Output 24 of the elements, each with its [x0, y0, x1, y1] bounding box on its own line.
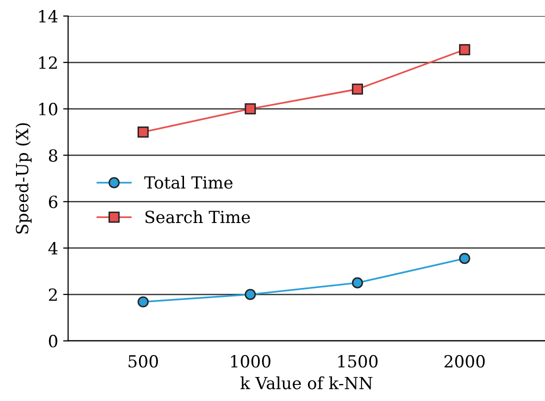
legend-label: Search Time — [146, 210, 250, 224]
y-tick-label: 0 — [48, 334, 58, 348]
point — [138, 296, 149, 308]
legend-label: Total Time — [144, 176, 233, 189]
point — [352, 277, 364, 288]
y-tick-label: 12 — [39, 56, 57, 69]
x-tick-label: 1000 — [231, 355, 270, 368]
point — [352, 84, 364, 95]
x-tick-label: 1500 — [338, 355, 378, 368]
point — [244, 103, 256, 114]
point — [244, 288, 256, 300]
point — [138, 126, 149, 138]
x-tick-label: 2000 — [444, 355, 485, 368]
y-tick-label: 14 — [39, 10, 58, 22]
y-axis-title: Speed-Up (X) — [16, 123, 32, 234]
y-tick-label: 8 — [48, 149, 58, 162]
point — [459, 44, 470, 56]
y-tick-label: 10 — [39, 102, 58, 116]
y-tick-label: 4 — [48, 242, 58, 254]
point — [459, 252, 470, 264]
y-tick-label: 2 — [48, 288, 57, 301]
x-axis-title: k Value of k-NN — [240, 376, 372, 390]
y-tick-label: 6 — [48, 196, 58, 208]
x-tick-label: 500 — [128, 355, 158, 368]
